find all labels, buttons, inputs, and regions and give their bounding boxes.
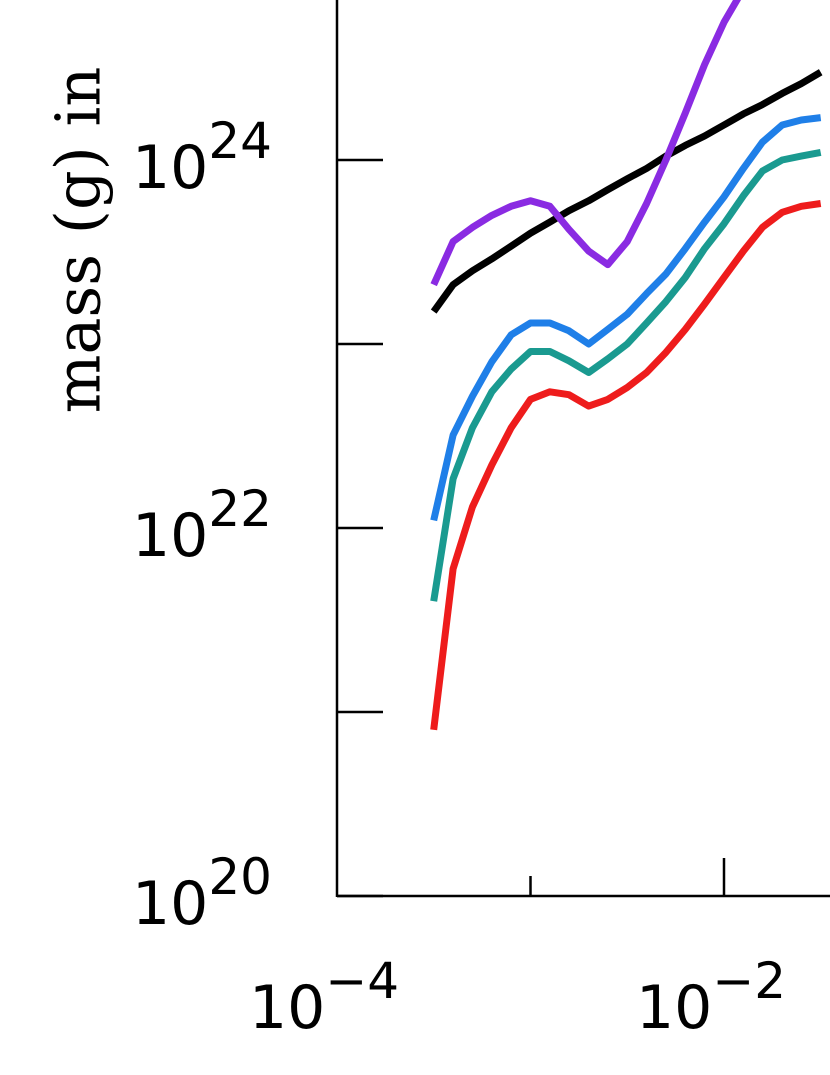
x-tick-base: 10 xyxy=(249,973,325,1043)
x-tick-exponent: −4 xyxy=(325,952,399,1010)
x-tick-exponent: −2 xyxy=(712,952,786,1010)
y-tick-base: 10 xyxy=(132,501,208,571)
y-tick-exponent: 20 xyxy=(208,848,272,906)
y-tick-label: 1022 xyxy=(132,480,272,571)
y-axis-label: mass (g) in xyxy=(41,66,115,414)
y-tick-label: 1024 xyxy=(132,112,272,203)
series-group xyxy=(430,0,823,731)
x-tick-base: 10 xyxy=(636,973,712,1043)
series-line-2 xyxy=(430,0,742,287)
x-tick-label: 10−4 xyxy=(249,952,399,1043)
y-tick-exponent: 22 xyxy=(208,480,272,538)
y-tick-exponent: 24 xyxy=(208,112,272,170)
series-line-1 xyxy=(430,69,823,314)
x-ticks: 10−4 10−2 xyxy=(249,858,786,1043)
x-tick-label: 10−2 xyxy=(636,952,786,1043)
series-line-3 xyxy=(430,114,822,522)
y-tick-base: 10 xyxy=(132,869,208,939)
series-line-5 xyxy=(430,200,822,731)
y-tick-label: 1020 xyxy=(132,848,272,939)
y-tick-base: 10 xyxy=(132,133,208,203)
series-line-4 xyxy=(430,148,822,602)
